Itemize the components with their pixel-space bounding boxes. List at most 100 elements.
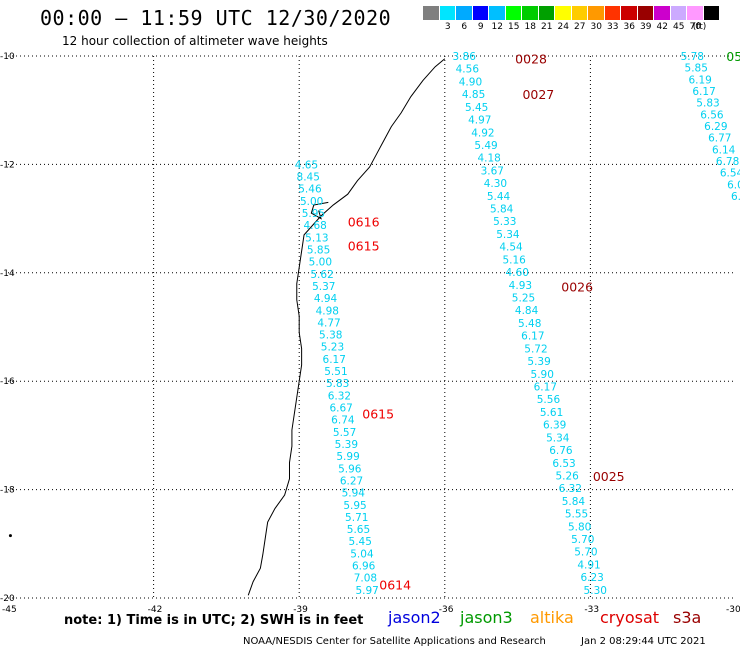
colorbar-tick-label: 9 [477,22,484,32]
note-text: note: 1) Time is in UTC; 2) SWH is in fe… [64,613,364,628]
colorbar-tick-label: 33 [607,22,619,32]
wave-height-value: 5.85 [685,63,708,75]
lon-tick-label: -33 [584,605,599,615]
wave-height-value: 5.84 [490,204,514,216]
pass-time-label: 0025 [593,469,625,484]
wave-height-value: 4.93 [509,280,532,292]
colorbar-swatch [654,6,671,20]
wave-height-value: 5.62 [310,269,333,281]
wave-height-value: 5.34 [496,229,520,241]
colorbar-swatch [522,6,539,20]
wave-height-value: 3.67 [481,165,504,177]
wave-height-value: 6.54 [720,168,740,180]
wave-height-value: 4.56 [456,64,480,76]
wave-height-value: 6.56 [700,109,724,121]
wave-height-value: 6.96 [352,561,376,573]
wave-height-value: 5.45 [349,536,372,548]
wave-height-value: 5.99 [336,451,359,463]
colorbar-swatch [505,6,522,20]
colorbar-tick-label: 70 [689,22,701,32]
wave-height-value: 5.25 [512,293,535,305]
colorbar-tick-label: 45 [673,22,685,32]
wave-height-value: 5.96 [338,463,362,475]
colorbar-tick-label: 39 [640,22,652,32]
colorbar-tick-label: 12 [491,22,503,32]
lon-tick-label: -45 [2,605,17,615]
wave-height-value: 5.95 [302,208,325,220]
wave-height-value: 6.14 [712,144,736,156]
colorbar-tick-label: 30 [590,22,602,32]
wave-height-value: 6.19 [688,74,711,86]
wave-height-value: 6.23 [580,572,603,584]
wave-height-value: 6.17 [534,381,557,393]
colorbar-tick-label: 24 [557,22,569,32]
lat-tick-label: -10 [0,52,15,62]
wave-height-value: 4.54 [499,242,523,254]
wave-height-value: 5.39 [335,439,358,451]
colorbar-swatch [604,6,621,20]
wave-height-value: 4.68 [303,220,326,232]
pass-time-label: 0028 [515,52,547,67]
pass-time-label: 0026 [561,279,593,294]
wave-height-value: 6.32 [559,483,582,495]
footer-date: Jan 2 08:29:44 UTC 2021 [581,636,706,647]
colorbar-swatch [439,6,456,20]
lat-tick-label: -16 [0,377,15,387]
wave-height-value: 5.61 [540,407,563,419]
wave-height-value: 6.78 [716,156,739,168]
pass-time-label: 0614 [379,577,411,592]
pass-time-label: 0615 [362,407,394,422]
wave-height-value: 5.33 [493,216,516,228]
wave-height-value: 6.17 [692,86,715,98]
wave-height-value: 4.94 [314,293,338,305]
wave-height-value: 4.98 [316,305,339,317]
bay-outline [310,201,329,220]
pass-time-label: 0616 [348,214,380,229]
island-marker [8,534,12,538]
wave-height-value: 5.30 [584,585,607,597]
footer-credit: NOAA/NESDIS Center for Satellite Applica… [243,636,546,647]
coastline [247,58,446,596]
wave-height-value: 6.17 [323,354,346,366]
colorbar-swatch [472,6,489,20]
colorbar-swatch [637,6,654,20]
colorbar-tick-label: 21 [541,22,553,32]
wave-height-value: 4.84 [515,305,539,317]
wave-height-value: 5.56 [537,394,561,406]
lat-tick-label: -14 [0,269,15,279]
lon-tick-label: -42 [148,605,163,615]
satellite-legend-altika: altika [530,608,574,627]
colorbar [423,6,720,20]
wave-height-value: 5.39 [527,356,550,368]
wave-height-value: 5.44 [487,191,511,203]
colorbar-swatch [703,6,720,20]
wave-height-value: 5.51 [324,366,347,378]
wave-height-value: 6.0 [727,179,740,191]
wave-height-value: 5.48 [518,318,541,330]
wave-height-value: 4.30 [484,178,507,190]
colorbar-unit-label: (ft) [692,22,707,32]
wave-height-value: 4.85 [462,89,485,101]
colorbar-tick-label: 27 [574,22,586,32]
wave-height-value: 5.46 [298,184,322,196]
wave-height-value: 5.83 [326,378,349,390]
wave-height-value: 6.17 [521,331,544,343]
wave-height-value: 5.00 [309,257,332,269]
colorbar-tick-label: 15 [508,22,520,32]
colorbar-swatch [489,6,506,20]
colorbar-swatch [588,6,605,20]
lat-tick-label: -18 [0,486,15,496]
wave-height-value: 4.97 [468,115,491,127]
colorbar-swatch [423,6,440,20]
colorbar-swatch [538,6,555,20]
wave-height-value: 6.32 [328,390,351,402]
wave-height-value: 5.37 [312,281,335,293]
wave-height-value: 5.94 [342,488,366,500]
wave-height-value: 5.13 [305,232,328,244]
map-title: 00:00 – 11:59 UTC 12/30/2020 [40,6,392,30]
satellite-legend-jason3: jason3 [460,608,513,627]
colorbar-swatch [670,6,687,20]
colorbar-swatch [555,6,572,20]
wave-height-value: 5.95 [343,500,366,512]
colorbar-swatch [571,6,588,20]
